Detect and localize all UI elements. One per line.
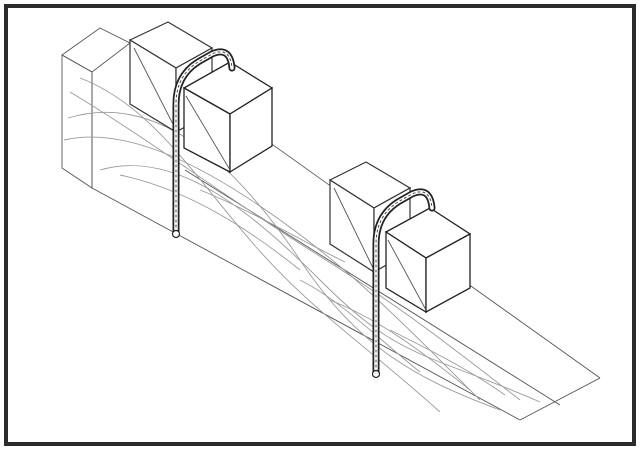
arch-bar-icon	[371, 188, 436, 379]
box-icon	[384, 207, 472, 314]
box-unit-2	[328, 161, 472, 314]
track-lines	[63, 77, 541, 413]
box-unit-1	[128, 21, 274, 174]
frame-border	[4, 4, 636, 446]
arch-bar-icon	[171, 48, 236, 239]
